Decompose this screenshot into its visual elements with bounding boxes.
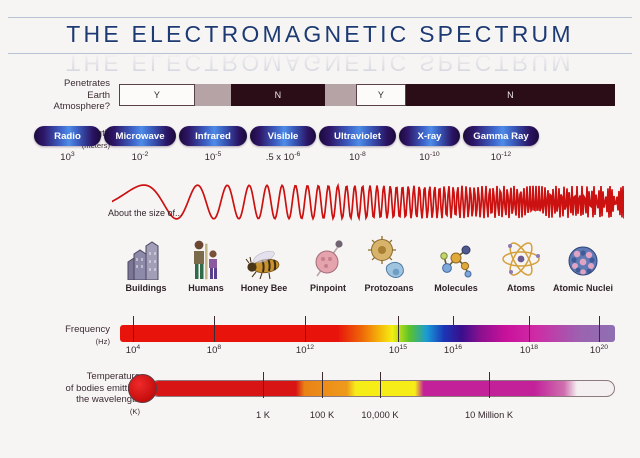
thermometer-bulb: [128, 374, 157, 403]
wavelength-value-microwave: 10-2: [131, 150, 149, 163]
size-object-honey-bee: Honey Bee: [232, 236, 296, 293]
temperature-row-label: Temperature of bodies emitting the wavel…: [65, 371, 140, 416]
page-title: THE ELECTROMAGNETIC SPECTRUM: [66, 21, 574, 47]
band-pill-radio[interactable]: Radio: [34, 126, 101, 146]
size-object-label: Atomic Nuclei: [552, 283, 613, 293]
frequency-tick: [453, 316, 454, 342]
size-object-label: Honey Bee: [240, 283, 288, 293]
size-object-buildings: Buildings: [114, 236, 178, 293]
thermometer-fill: [151, 381, 577, 396]
size-object-molecules: Molecules: [424, 236, 488, 293]
honeybee-icon: [232, 236, 296, 280]
size-object-label: Atoms: [506, 283, 535, 293]
wave-illustration: [111, 176, 625, 232]
band-pill-ultraviolet[interactable]: Ultraviolet: [319, 126, 396, 146]
size-object-atomic-nuclei: Atomic Nuclei: [551, 236, 615, 293]
frequency-tick-label: 1020: [589, 343, 609, 356]
temperature-tick-label: 100 K: [309, 410, 335, 420]
wavelength-value-visible: .5 x 10-6: [265, 150, 301, 163]
size-object-protozoans: Protozoans: [357, 236, 421, 293]
title-rule-bottom: [8, 53, 632, 54]
size-object-pinpoint: Pinpoint: [296, 236, 360, 293]
wavelength-value-ultraviolet: 10-8: [349, 150, 366, 163]
wavelength-value-gamma-ray: 10-12: [490, 150, 512, 163]
atmosphere-segment-transition: [325, 84, 356, 106]
band-pill-infrared[interactable]: Infrared: [179, 126, 247, 146]
band-pill-gamma-ray[interactable]: Gamma Ray: [463, 126, 539, 146]
protozoan-icon: [357, 236, 421, 280]
temperature-tick-label: 10 Million K: [464, 410, 514, 420]
band-pill-x-ray[interactable]: X-ray: [399, 126, 460, 146]
atmosphere-segment-transition: [195, 84, 231, 106]
wavelength-value-infrared: 10-5: [204, 150, 222, 163]
frequency-tick: [398, 316, 399, 342]
temperature-tick: [380, 372, 381, 398]
size-object-label: Humans: [188, 283, 224, 293]
frequency-tick-label: 1016: [443, 343, 463, 356]
atomic-nuclei-icon: [551, 236, 615, 280]
size-object-label: Molecules: [434, 283, 478, 293]
atom-icon: [489, 236, 553, 280]
wavelength-value-radio: 103: [60, 150, 75, 163]
buildings-icon: [114, 236, 178, 280]
wavelength-value-x-ray: 10-10: [419, 150, 440, 163]
frequency-tick-label: 108: [206, 343, 222, 356]
temperature-tick: [263, 372, 264, 398]
atmosphere-segment-yes: Y: [356, 84, 406, 106]
frequency-tick: [529, 316, 530, 342]
frequency-spectrum-bar: [120, 325, 615, 342]
size-caption: About the size of...: [108, 208, 183, 218]
temperature-tick: [489, 372, 490, 398]
frequency-tick-label: 1018: [519, 343, 539, 356]
frequency-tick-label: 104: [125, 343, 141, 356]
title-zone: THE ELECTROMAGNETIC SPECTRUM THE ELECTRO…: [0, 8, 640, 76]
band-pill-microwave[interactable]: Microwave: [104, 126, 176, 146]
molecule-icon: [424, 236, 488, 280]
title-rule-top: [8, 17, 632, 18]
humans-icon: [174, 236, 238, 280]
temperature-tick-label: 1 K: [256, 410, 270, 420]
frequency-tick-label: 1012: [295, 343, 315, 356]
atmosphere-segment-no: N: [406, 84, 615, 106]
atmosphere-segment-yes: Y: [119, 84, 195, 106]
size-object-atoms: Atoms: [489, 236, 553, 293]
atmosphere-row-label: Penetrates Earth Atmosphere?: [53, 78, 110, 112]
frequency-tick: [305, 316, 306, 342]
size-object-label: Buildings: [125, 283, 167, 293]
thermometer-tube: [150, 380, 615, 397]
size-object-humans: Humans: [174, 236, 238, 293]
size-object-label: Pinpoint: [310, 283, 346, 293]
frequency-tick: [599, 316, 600, 342]
frequency-tick: [214, 316, 215, 342]
pinpoint-icon: [296, 236, 360, 280]
wave-svg: [111, 182, 625, 222]
frequency-tick-label: 1015: [388, 343, 408, 356]
temperature-tick: [322, 372, 323, 398]
frequency-row-label: Frequency (Hz): [65, 324, 110, 346]
size-object-label: Protozoans: [364, 283, 414, 293]
temperature-tick-label: 10,000 K: [361, 410, 399, 420]
atmosphere-segment-no: N: [231, 84, 325, 106]
frequency-tick: [133, 316, 134, 342]
band-pill-visible[interactable]: Visible: [250, 126, 316, 146]
